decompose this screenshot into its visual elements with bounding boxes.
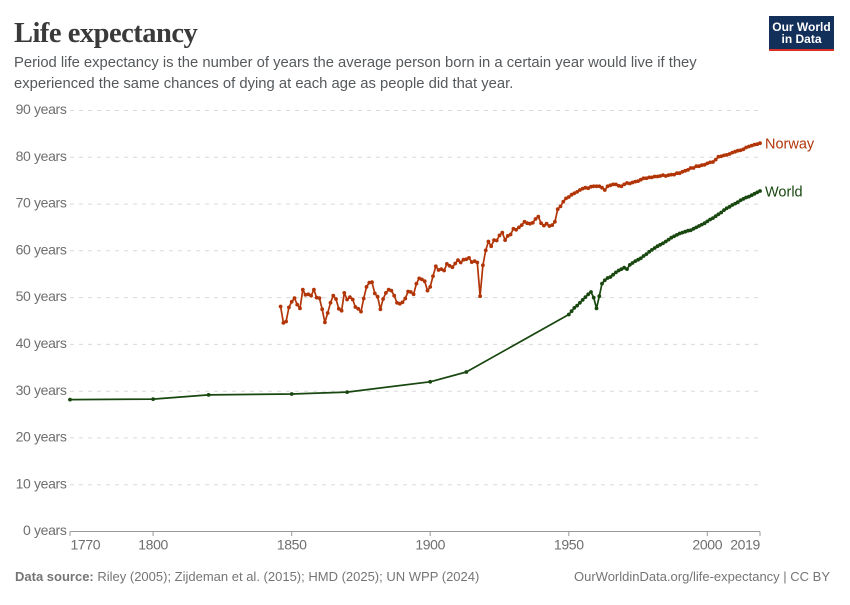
svg-text:Norway: Norway xyxy=(765,137,815,153)
svg-text:90 years: 90 years xyxy=(16,101,67,117)
svg-text:20 years: 20 years xyxy=(16,429,67,445)
svg-text:60 years: 60 years xyxy=(16,241,67,257)
svg-text:1770: 1770 xyxy=(71,537,101,553)
svg-text:70 years: 70 years xyxy=(16,195,67,211)
svg-text:2019: 2019 xyxy=(730,537,760,553)
svg-text:50 years: 50 years xyxy=(16,288,67,304)
svg-text:30 years: 30 years xyxy=(16,382,67,398)
svg-text:1850: 1850 xyxy=(277,537,307,553)
svg-text:2000: 2000 xyxy=(692,537,722,553)
svg-text:10 years: 10 years xyxy=(16,475,67,491)
svg-text:1950: 1950 xyxy=(554,537,584,553)
svg-text:1800: 1800 xyxy=(138,537,168,553)
svg-text:80 years: 80 years xyxy=(16,148,67,164)
svg-text:World: World xyxy=(765,185,803,201)
svg-text:0 years: 0 years xyxy=(23,522,67,538)
svg-text:40 years: 40 years xyxy=(16,335,67,351)
svg-text:1900: 1900 xyxy=(415,537,445,553)
